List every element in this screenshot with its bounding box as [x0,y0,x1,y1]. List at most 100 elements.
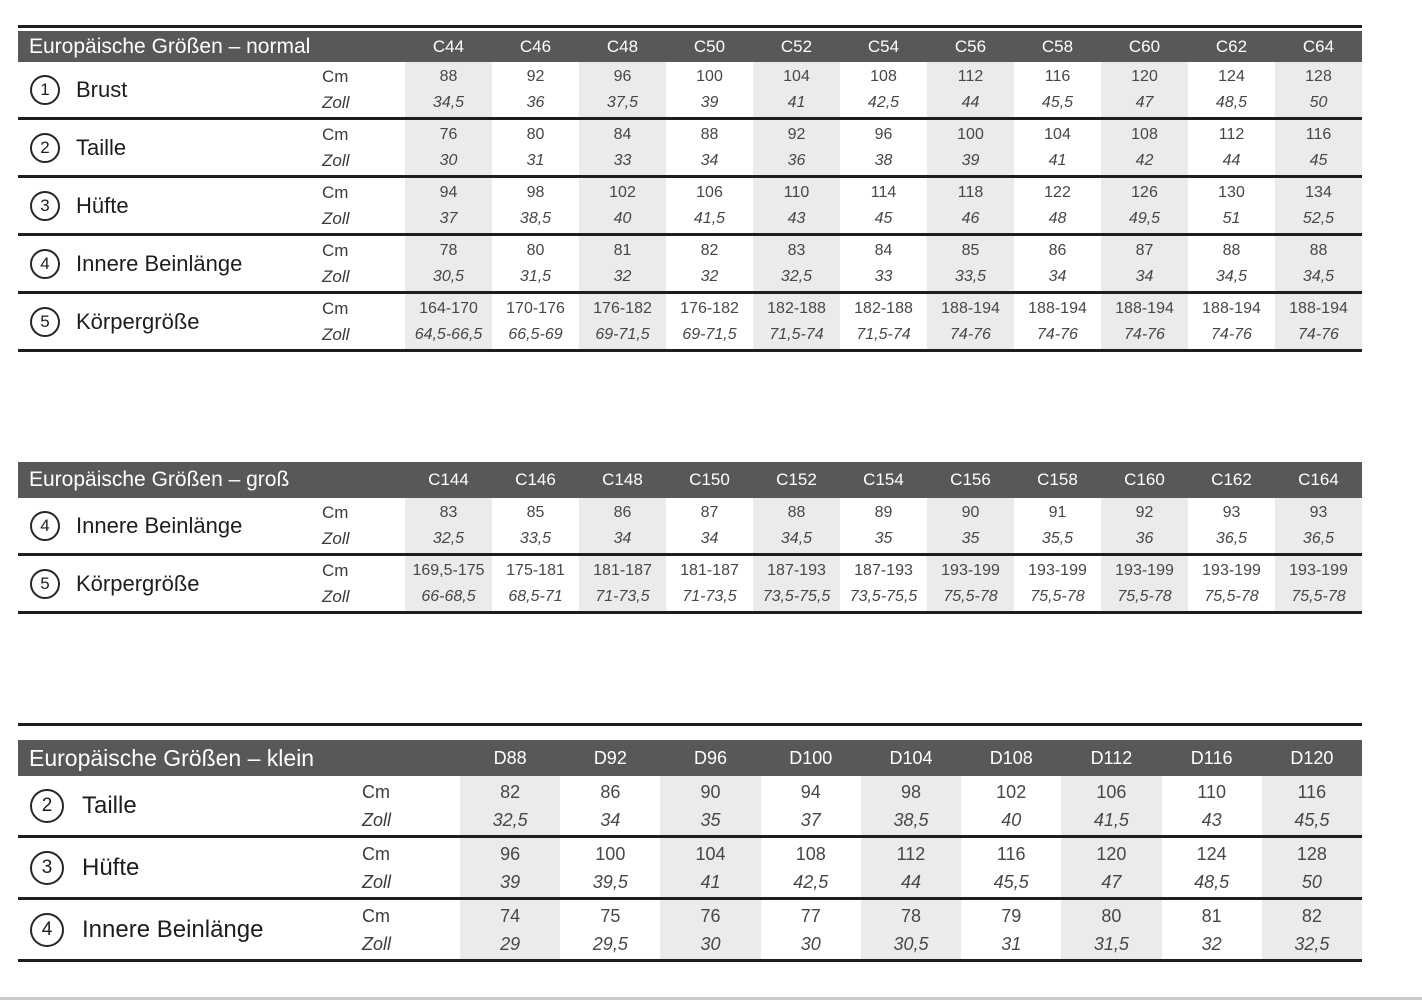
cell-cm-value: 110 [783,183,810,201]
cell-zoll-value: 41,5 [693,209,726,227]
data-cell: 94 37 [761,776,861,835]
cell-zoll-value: 35 [874,529,893,547]
cell-cm-value: 122 [1044,183,1071,201]
data-cell: 88 34 [666,120,753,175]
cell-cm-value: 164-170 [419,299,478,317]
cell-cm-value: 82 [500,781,521,802]
cell-cm-value: 188-194 [1028,299,1087,317]
unit-label-zoll: Zoll [362,933,392,954]
unit-labels: Cm Zoll [322,558,349,610]
unit-label-cm: Cm [362,905,390,926]
data-cell: 81 32 [1162,900,1262,959]
row-label-area: 3 Hüfte Cm Zoll [18,178,405,233]
cell-cm-value: 114 [870,183,897,201]
data-cell: 120 47 [1061,838,1161,897]
data-cell: 193-199 75,5-78 [1101,556,1188,611]
unit-label-zoll: Zoll [362,809,392,830]
size-table-normal: Europäische Größen – normal C44 C46 C48 C50 C… [18,25,1362,352]
cell-cm-value: 108 [870,67,897,85]
cell-cm-value: 81 [1201,905,1222,926]
row-label: Taille [76,134,127,160]
cell-zoll-value: 34 [700,151,719,169]
cell-cm-value: 92 [787,125,806,143]
data-cell: 187-193 73,5-75,5 [840,556,927,611]
cell-zoll-value: 34 [1135,267,1154,285]
data-cell: 76 30 [405,120,492,175]
data-cell: 108 42,5 [761,838,861,897]
cell-zoll-value: 38 [874,151,893,169]
size-column-header: C164 [1298,470,1339,489]
unit-label-cm: Cm [322,560,349,580]
row-label: Körpergröße [76,308,200,334]
cell-cm-value: 128 [1296,843,1327,864]
unit-labels: Cm Zoll [322,64,349,116]
cell-zoll-value: 44 [961,93,980,111]
data-cell: 188-194 74-76 [1014,294,1101,349]
cell-cm-value: 80 [1101,905,1122,926]
cell-zoll-value: 32 [1201,933,1222,954]
cell-cm-value: 90 [961,503,980,521]
data-cell: 92 36 [492,62,579,117]
cell-cm-value: 112 [1218,125,1245,143]
column-shading-band [579,498,666,614]
cell-zoll-value: 29 [500,933,521,954]
cell-zoll-value: 43 [787,209,806,227]
cell-cm-value: 88 [439,67,458,85]
cell-cm-value: 124 [1196,843,1227,864]
cell-zoll-value: 32 [613,267,632,285]
data-cell: 84 33 [579,120,666,175]
size-column-header: D104 [889,747,933,768]
cell-zoll-value: 45,5 [993,871,1029,892]
unit-label-cm: Cm [322,240,349,260]
cell-zoll-value: 44 [900,871,921,892]
divider-line [18,723,1362,726]
size-table-gross: Europäische Größen – groß C144 C146 C148 C15… [18,462,1362,614]
cell-zoll-value: 32,5 [432,529,465,547]
data-cell: 193-199 75,5-78 [1275,556,1362,611]
data-cell: 124 48,5 [1188,62,1275,117]
cell-zoll-value: 69-71,5 [595,325,650,343]
cell-cm-value: 187-193 [854,561,913,579]
cell-cm-value: 91 [1048,503,1067,521]
cell-zoll-value: 51 [1222,209,1241,227]
cell-cm-value: 170-176 [506,299,565,317]
table-title: Europäische Größen – normal [29,34,311,58]
cell-cm-value: 120 [1131,67,1158,85]
data-cell: 88 34,5 [405,62,492,117]
table-body: 4 Innere Beinlänge Cm Zoll 83 32,5 85 33,5 86 34 8… [18,498,1362,614]
row-number-badge: 3 [30,190,60,221]
data-cell: 108 42 [1101,120,1188,175]
cell-zoll-value: 34 [600,809,621,830]
unit-label-cm: Cm [322,298,349,318]
table-row: 2 Taille Cm Zoll 82 32,5 86 34 90 35 94 37 98 38,5 102… [18,776,1362,838]
data-cell: 93 36,5 [1188,498,1275,553]
cell-cm-value: 188-194 [1115,299,1174,317]
cell-zoll-value: 30,5 [893,933,929,954]
size-column-header: C54 [867,36,900,56]
row-label: Innere Beinlänge [82,915,264,943]
cell-zoll-value: 71-73,5 [682,587,737,605]
cell-zoll-value: 74-76 [950,325,991,343]
cell-cm-value: 96 [874,125,893,143]
data-cell: 94 37 [405,178,492,233]
data-cell: 116 45,5 [1014,62,1101,117]
size-column-header: D116 [1190,747,1233,768]
data-cell: 98 38,5 [492,178,579,233]
size-column-header: C62 [1215,36,1248,56]
table-row: 4 Innere Beinlänge Cm Zoll 74 29 75 29,5 76 30 77 3… [18,900,1362,962]
cell-zoll-value: 73,5-75,5 [762,587,831,605]
data-cell: 87 34 [1101,236,1188,291]
cell-zoll-value: 75,5-78 [1117,587,1172,605]
cell-zoll-value: 42,5 [867,93,900,111]
cell-cm-value: 100 [696,67,723,85]
data-cell: 90 35 [927,498,1014,553]
table-title: Europäische Größen – klein [29,744,315,771]
data-cell: 89 35 [840,498,927,553]
data-cell: 193-199 75,5-78 [927,556,1014,611]
cell-cm-value: 112 [896,843,926,864]
cell-cm-value: 85 [961,241,980,259]
row-label-area: 4 Innere Beinlänge Cm Zoll [18,236,405,291]
data-cell: 118 46 [927,178,1014,233]
unit-label-zoll: Zoll [322,528,350,548]
cell-zoll-value: 33 [613,151,632,169]
